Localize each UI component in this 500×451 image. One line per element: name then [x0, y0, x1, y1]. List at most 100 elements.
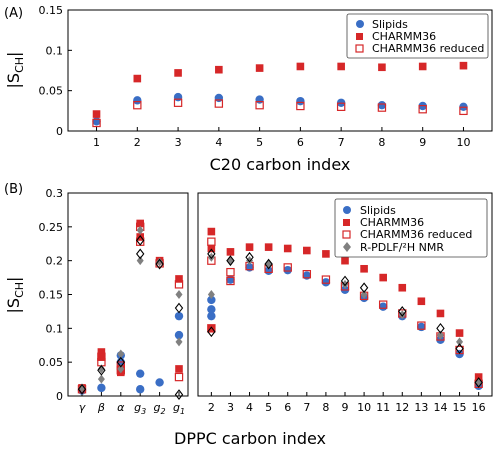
panel-b-left-point-slipids	[97, 383, 106, 393]
panel-a-xtick-label: 10	[456, 136, 470, 149]
panel-b-ytick-label: 0.3	[46, 187, 64, 200]
panel-a-point-reduced	[255, 100, 264, 110]
panel-a-point-slipids	[377, 100, 387, 110]
panel-b-right-point-nmr_gray	[246, 256, 254, 266]
panel-b-left-point-slipids	[136, 369, 145, 378]
panel-b-left-point-nmr_open	[116, 356, 125, 368]
panel-b-left-point-charmm36	[136, 233, 144, 241]
panel-b-right-plot: 2 3 4 5 6 7 8 9 10 11 12 13 14 15 16 DPPC carbon index…	[174, 192, 493, 448]
panel-a-point-slipids	[173, 92, 183, 102]
panel-a-xtick-label: 6	[297, 136, 304, 149]
panel-b-right-point-charmm36	[283, 244, 292, 253]
panel-b-right-xtick-label: 13	[414, 401, 428, 414]
panel-b-right-point-nmr_gray	[436, 330, 444, 340]
panel-b-right-point-nmr_open	[398, 306, 407, 317]
panel-a-xtick-label: 9	[419, 136, 426, 149]
panel-b-cat-label: α	[117, 401, 125, 414]
panel-b-right-xtick-label: 16	[472, 401, 486, 414]
legend-a-charmm36-label: CHARMM36	[372, 30, 436, 43]
panel-b-left-point-charmm36	[175, 275, 183, 283]
panel-b-right-point-slipids	[207, 305, 216, 314]
panel-a-point-charmm36	[215, 65, 223, 74]
panel-b-ytick-label: 0	[56, 390, 63, 403]
panel-a-point-charmm36	[459, 61, 468, 70]
legend-a-reduced-marker	[355, 44, 364, 53]
panel-b-right-point-slipids	[417, 322, 426, 332]
panel-b-right-xtick-label: 5	[265, 401, 272, 414]
panel-b-right-point-nmr_open	[340, 275, 350, 287]
panel-b-ytick-label: 0.05	[39, 356, 64, 369]
panel-b-left-point-charmm36	[97, 348, 106, 356]
panel-a-point-charmm36	[133, 74, 142, 83]
panel-label-b: (B)	[4, 182, 23, 197]
panel-b-right-xtick-label: 12	[395, 401, 409, 414]
panel-b-left-point-nmr_gray	[136, 225, 144, 235]
panel-b-right-point-slipids	[302, 271, 312, 280]
panel-b-left-point-nmr_gray	[136, 256, 144, 266]
panel-a-point-reduced	[214, 99, 224, 108]
panel-b-right-point-nmr_gray	[341, 279, 349, 289]
panel-b-ytick-label: 0.1	[46, 322, 64, 335]
panel-b-right-point-charmm36	[207, 244, 216, 253]
panel-a-point-slipids	[92, 117, 101, 126]
panel-b-right-point-charmm36	[436, 309, 445, 318]
panel-b-left-point-slipids	[136, 385, 145, 394]
panel-b-right-point-reduced	[378, 300, 388, 309]
panel-b-right-xtick-label: 4	[246, 401, 253, 414]
legend-b-charmm36-marker	[343, 219, 350, 226]
panel-a-xtick-label: 3	[175, 136, 182, 149]
panel-a-point-slipids	[133, 96, 142, 105]
panel-b-left-point-reduced	[174, 280, 184, 289]
panel-b-right-point-slipids	[378, 302, 388, 311]
panel-b-left-point-slipids	[155, 378, 164, 387]
panel-b-right-point-charmm36	[455, 329, 464, 337]
panel-a-plot: 00.050.10.15 1 2 3 4 5 6 7 8 9 10 |SCH| C20 carbo…	[4, 4, 493, 174]
panel-b-left-point-charmm36	[97, 352, 106, 361]
panel-b-right-point-reduced	[207, 237, 216, 246]
panel-b-right-point-charmm36	[226, 248, 235, 256]
panel-a-point-slipids	[296, 96, 305, 106]
panel-a-point-reduced	[296, 101, 305, 111]
legend-b-charmm36-label: CHARMM36	[360, 216, 424, 229]
legend-a-charmm36-marker	[356, 33, 363, 40]
panel-a-ytick-label: 0.15	[39, 4, 64, 17]
panel-a-point-reduced	[173, 98, 183, 107]
panel-a-point-charmm36	[378, 63, 386, 72]
panel-a-ytick-label: 0.1	[46, 44, 64, 57]
panel-a-point-slipids	[214, 93, 224, 103]
panel-b-right-point-nmr_open	[474, 377, 483, 388]
panel-b-left-point-reduced	[174, 372, 184, 382]
panel-a-point-charmm36	[296, 62, 305, 71]
panel-b-right-point-reduced	[226, 267, 235, 277]
panel-b-right-point-nmr_open	[436, 322, 445, 334]
panel-a-point-reduced	[336, 102, 346, 111]
panel-b-left-point-nmr_gray	[78, 383, 86, 393]
panel-b-right-point-charmm36	[360, 264, 368, 273]
panel-b-cat-label: γ	[79, 401, 86, 414]
panel-b-right-point-charmm36	[245, 243, 254, 251]
panel-b-right-point-nmr_open	[245, 251, 254, 263]
panel-b-right-point-slipids	[283, 265, 292, 275]
panel-a-point-charmm36	[174, 69, 182, 77]
panel-b-xlabel: DPPC carbon index	[174, 429, 326, 448]
panel-b-left-point-nmr_gray	[156, 257, 164, 267]
panel-b-left-point-nmr_open	[155, 258, 164, 270]
legend-a-slipids-label: Slipids	[372, 18, 408, 31]
panel-a-ytick-label: 0	[56, 125, 63, 138]
panel-b-right-point-nmr_open	[359, 282, 369, 294]
panel-b-left-point-nmr_gray	[97, 364, 105, 374]
panel-b-right-point-nmr_open	[455, 343, 464, 355]
panel-b-cat-label: β	[97, 401, 105, 414]
panel-b-right-point-reduced	[226, 276, 235, 286]
panel-a-point-slipids	[255, 95, 264, 104]
panel-b-right-point-nmr_gray	[207, 252, 215, 262]
legend-a-slipids-marker	[356, 20, 364, 28]
panel-b-ytick-label: 0.15	[39, 289, 64, 302]
panel-b-right-point-charmm36	[264, 243, 273, 251]
panel-a-point-charmm36	[418, 62, 427, 71]
panel-b-right-point-charmm36	[341, 256, 349, 265]
panel-b-left-point-nmr_gray	[97, 374, 105, 384]
panel-a-xtick-label: 8	[378, 136, 385, 149]
panel-b-left-point-nmr_open	[174, 302, 184, 314]
panel-b-right-point-slipids	[207, 311, 216, 321]
